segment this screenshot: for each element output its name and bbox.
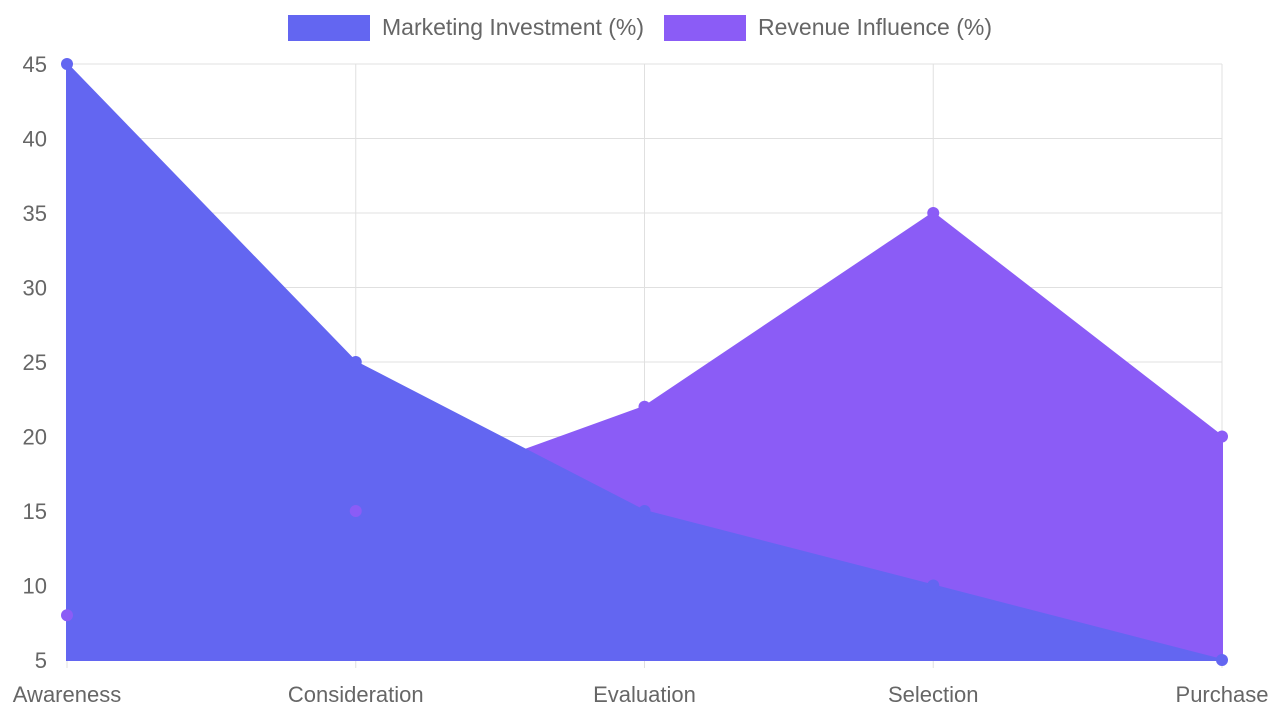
point-marketing-investment [349,356,362,368]
y-tick-label: 45 [23,52,47,77]
y-tick-label: 30 [23,276,47,301]
y-tick-label: 20 [23,425,47,450]
y-tick-label: 15 [23,499,47,524]
point-revenue-influence [638,400,651,413]
legend-swatch-marketing-investment [288,14,370,41]
point-marketing-investment [61,58,73,70]
point-marketing-investment [638,505,651,517]
legend-label-marketing-investment: Marketing Investment (%) [382,14,645,40]
point-revenue-influence [61,609,73,622]
legend-label-revenue-influence: Revenue Influence (%) [758,14,992,40]
legend: Marketing Investment (%) Revenue Influen… [0,14,1280,41]
y-tick-label: 5 [35,648,47,673]
x-tick-label: Awareness [13,682,121,707]
point-revenue-influence [1216,430,1228,443]
x-tick-label: Selection [888,682,979,707]
y-tick-label: 10 [23,574,47,599]
legend-item-revenue-influence[interactable]: Revenue Influence (%) [664,14,992,41]
y-tick-label: 40 [23,127,47,152]
point-revenue-influence [927,207,940,219]
y-tick-label: 25 [23,350,47,375]
x-tick-label: Purchase [1176,682,1269,707]
x-tick-label: Consideration [288,682,424,707]
legend-item-marketing-investment[interactable]: Marketing Investment (%) [288,14,644,41]
legend-swatch-revenue-influence [664,14,747,41]
point-revenue-influence [349,505,362,517]
point-marketing-investment [927,579,940,592]
x-tick-label: Evaluation [593,682,696,707]
point-marketing-investment [1216,654,1228,666]
y-tick-label: 35 [23,201,47,226]
